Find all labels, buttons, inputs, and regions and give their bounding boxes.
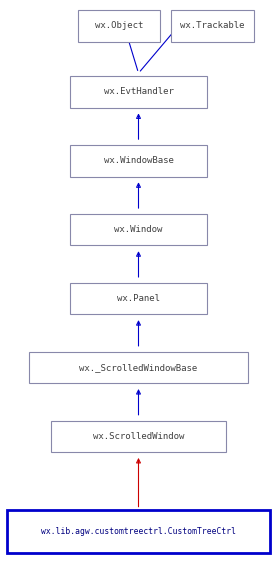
FancyBboxPatch shape <box>70 76 207 108</box>
Text: wx.Window: wx.Window <box>114 225 163 234</box>
FancyBboxPatch shape <box>78 10 160 42</box>
Text: wx.ScrolledWindow: wx.ScrolledWindow <box>93 432 184 441</box>
FancyBboxPatch shape <box>70 145 207 177</box>
FancyBboxPatch shape <box>51 421 226 452</box>
FancyBboxPatch shape <box>70 283 207 314</box>
Text: wx.EvtHandler: wx.EvtHandler <box>104 87 173 96</box>
Text: wx.Panel: wx.Panel <box>117 294 160 303</box>
Text: wx.WindowBase: wx.WindowBase <box>104 156 173 165</box>
FancyBboxPatch shape <box>29 351 248 383</box>
FancyBboxPatch shape <box>171 10 254 42</box>
Text: wx._ScrolledWindowBase: wx._ScrolledWindowBase <box>79 363 198 372</box>
Text: wx.Trackable: wx.Trackable <box>180 21 245 31</box>
Text: wx.lib.agw.customtreectrl.CustomTreeCtrl: wx.lib.agw.customtreectrl.CustomTreeCtrl <box>41 527 236 535</box>
Text: wx.Object: wx.Object <box>95 21 143 31</box>
FancyBboxPatch shape <box>70 214 207 245</box>
FancyBboxPatch shape <box>7 509 270 553</box>
